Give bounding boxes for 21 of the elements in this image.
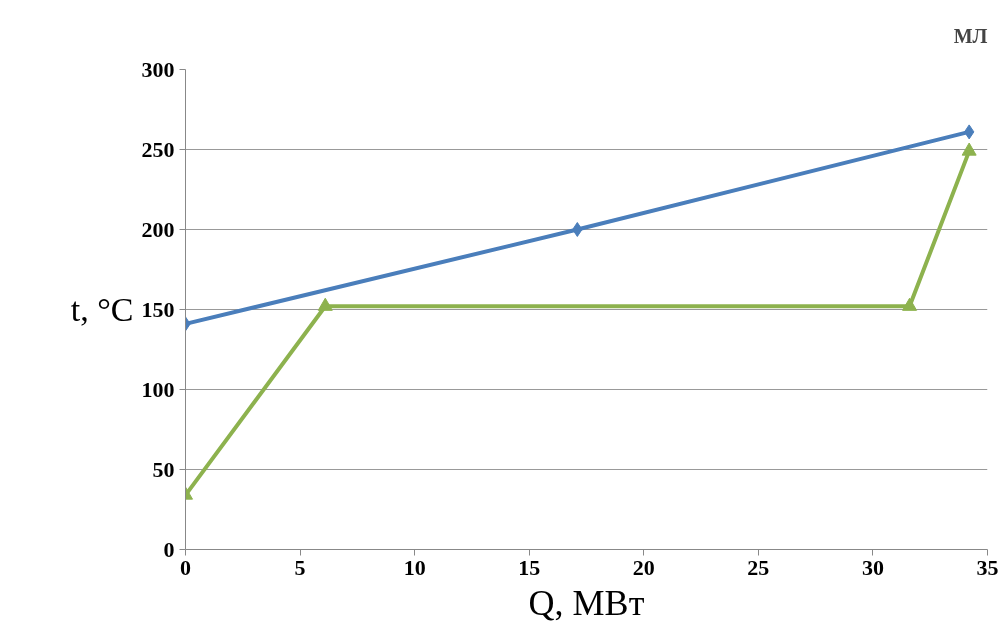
point (572, 222, 583, 237)
y-tick-label: 250 (141, 136, 175, 162)
y-tick-label: 0 (163, 536, 175, 562)
x-tick-label: 10 (403, 554, 426, 580)
x-tick-label: 20 (632, 554, 655, 580)
x-axis-title: Q, МВт (528, 582, 645, 623)
y-tick-label: 300 (141, 56, 175, 82)
y-axis-title: t, °C (70, 291, 134, 328)
y-tick-label: 200 (141, 216, 175, 242)
x-tick-label: 35 (976, 554, 999, 580)
x-tick-label: 25 (747, 554, 770, 580)
x-tick-label: 30 (861, 554, 884, 580)
x-tick-label: 0 (180, 554, 191, 580)
point (961, 142, 977, 156)
y-tick-label: 150 (141, 296, 175, 322)
x-tick-label: 15 (518, 554, 541, 580)
x-tick-label: 5 (294, 554, 306, 580)
text: МЛ (953, 25, 988, 47)
y-tick-label: 100 (141, 376, 175, 402)
y-tick-label: 50 (152, 456, 175, 482)
point (902, 297, 918, 311)
